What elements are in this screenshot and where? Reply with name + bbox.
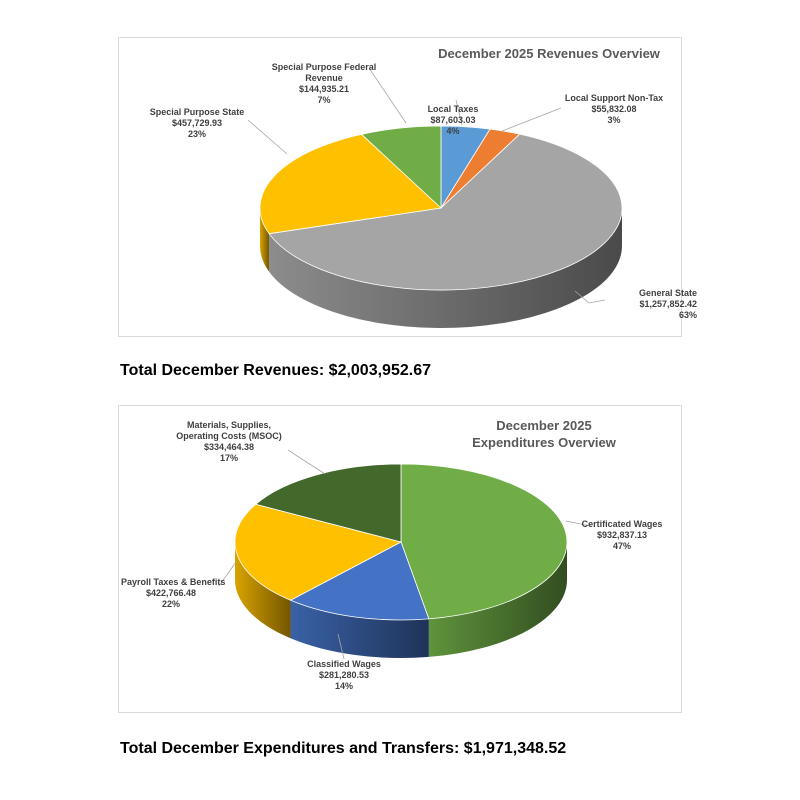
label-payroll-taxes-benefits: Payroll Taxes & Benefits $422,766.48 22% — [121, 577, 226, 609]
leader-certificated-wages — [565, 520, 592, 527]
leader-payroll-taxes — [218, 561, 237, 587]
leader-classified-wages — [337, 633, 345, 660]
total-expenditures: Total December Expenditures and Transfer… — [120, 740, 567, 757]
pie-side-1 — [290, 600, 429, 658]
leader-msoc — [287, 449, 326, 475]
leader-local-support — [501, 107, 562, 132]
pie-slice-2 — [268, 133, 623, 291]
pie-side-2 — [269, 208, 622, 328]
label-msoc: Materials, Supplies, Operating Costs (MS… — [176, 420, 282, 463]
leader-special-purpose-state — [247, 119, 288, 155]
label-special-purpose-state: Special Purpose State $457,729.93 23% — [149, 107, 245, 139]
label-classified-wages: Classified Wages $281,280.53 14% — [307, 659, 381, 691]
pie-side-0 — [428, 542, 567, 657]
revenues-pie — [247, 67, 623, 328]
pie-slice-0 — [400, 463, 568, 620]
revenues-chart-title: December 2025 Revenues Overview — [438, 46, 660, 61]
label-general-state: General State $1,257,852.42 63% — [638, 288, 697, 320]
revenues-chart: December 2025 Revenues Overview Local Ta… — [118, 37, 697, 337]
expenditures-chart: December 2025 Expenditures Overview Cert… — [118, 405, 682, 713]
pie-slice-3 — [254, 463, 402, 543]
label-local-support-non-tax: Local Support Non-Tax $55,832.08 3% — [564, 93, 664, 125]
pie-slice-3 — [259, 133, 442, 235]
expenditures-chart-title: December 2025 Expenditures Overview — [472, 418, 616, 450]
label-certificated-wages: Certificated Wages $932,837.13 47% — [581, 519, 663, 551]
label-local-taxes: Local Taxes $87,603.03 4% — [427, 104, 479, 136]
total-revenues: Total December Revenues: $2,003,952.67 — [120, 362, 431, 379]
leader-special-purpose-federal — [368, 67, 407, 124]
pie-slice-2 — [234, 503, 403, 601]
label-special-purpose-federal: Special Purpose Federal Revenue $144,935… — [271, 62, 377, 105]
expenditures-pie — [218, 449, 592, 660]
leader-general-state — [574, 290, 606, 304]
pie-slice-1 — [289, 541, 430, 621]
leader-local-taxes — [455, 99, 463, 126]
pie-slice-4 — [360, 125, 442, 209]
pie-side-3 — [260, 208, 270, 272]
pie-side-2 — [235, 542, 291, 639]
